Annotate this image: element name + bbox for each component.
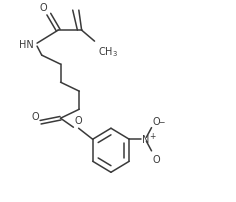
Text: O: O [153,116,160,126]
Text: O: O [32,112,39,122]
Text: O: O [75,116,82,126]
Text: O: O [39,3,47,13]
Text: +: + [149,132,155,140]
Text: O: O [153,154,160,164]
Text: CH$_3$: CH$_3$ [98,45,118,59]
Text: HN: HN [20,40,34,50]
Text: −: − [158,118,164,126]
Text: N: N [142,135,150,144]
